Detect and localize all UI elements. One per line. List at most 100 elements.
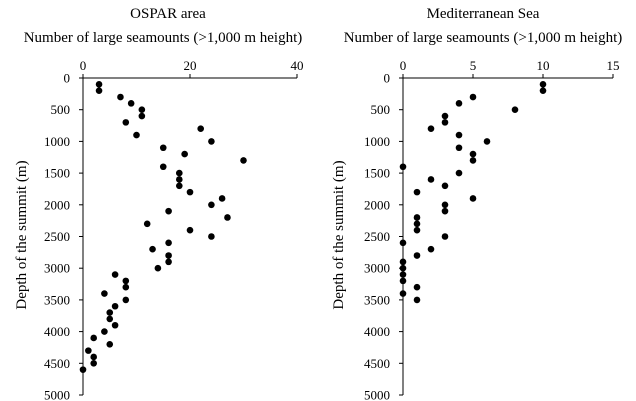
data-point xyxy=(469,93,477,101)
data-point xyxy=(399,264,407,272)
data-point xyxy=(127,100,135,107)
x-ticks: 0 20 40 xyxy=(80,58,304,78)
y-ticks: 0 500 1000 1500 2000 2500 3000 3500 4000 4500 5000 xyxy=(44,71,83,401)
y-tick-label: 4000 xyxy=(44,324,70,339)
y-tick-label: 2000 xyxy=(44,197,70,212)
y-tick-label: 4500 xyxy=(44,356,70,371)
y-tick-label: 3000 xyxy=(44,261,70,276)
x-ticks: 0 5 10 15 xyxy=(400,58,620,78)
data-point xyxy=(427,125,435,133)
y-ticks: 0 500 1000 1500 2000 2500 3000 3500 4000 4500 5000 xyxy=(364,71,403,401)
y-tick-label: 3500 xyxy=(364,292,390,307)
x-tick-label: 40 xyxy=(291,58,304,73)
data-point xyxy=(413,296,421,304)
data-point xyxy=(154,264,162,272)
data-point xyxy=(133,131,140,139)
data-point xyxy=(469,157,477,164)
data-point xyxy=(399,258,407,266)
axes xyxy=(402,77,613,395)
data-point xyxy=(427,245,435,253)
chart-title: Mediterranean Sea xyxy=(427,6,540,22)
data-point xyxy=(165,258,172,266)
data-point xyxy=(441,207,449,215)
data-point xyxy=(176,182,183,190)
data-point xyxy=(441,182,449,190)
data-point xyxy=(122,283,130,291)
x-axis-label: Number of large seamounts (>1,000 m heig… xyxy=(344,30,623,46)
data-point xyxy=(469,150,477,158)
data-point xyxy=(90,353,97,361)
y-tick-label: 3500 xyxy=(44,292,70,307)
data-point xyxy=(208,201,215,209)
data-point xyxy=(101,328,108,335)
data-point xyxy=(79,366,87,373)
data-point xyxy=(483,138,491,145)
axes xyxy=(82,77,297,395)
data-point xyxy=(106,315,114,323)
data-point xyxy=(149,245,156,253)
data-point xyxy=(455,100,463,107)
y-tick-label: 0 xyxy=(64,71,71,86)
x-tick-label: 15 xyxy=(607,58,620,73)
x-tick-label: 0 xyxy=(400,58,407,73)
data-point xyxy=(208,138,215,145)
data-point xyxy=(176,176,183,183)
y-tick-label: 2500 xyxy=(364,229,390,244)
y-tick-label: 5000 xyxy=(44,388,70,401)
data-point xyxy=(413,220,421,228)
data-point xyxy=(455,169,463,177)
y-tick-label: 1500 xyxy=(44,166,70,181)
y-tick-label: 500 xyxy=(371,102,391,117)
data-point xyxy=(122,296,130,304)
data-point xyxy=(413,226,421,234)
chart-ospar: OSPAR area Number of large seamounts (>1… xyxy=(14,6,304,401)
y-tick-label: 1500 xyxy=(364,166,390,181)
data-point xyxy=(95,87,103,94)
data-point xyxy=(117,93,124,101)
data-point xyxy=(111,302,119,310)
y-tick-label: 4000 xyxy=(364,324,390,339)
data-point xyxy=(176,169,183,177)
y-axis-label: Depth of the summit (m) xyxy=(331,160,347,309)
data-point xyxy=(111,271,119,278)
data-point xyxy=(399,290,407,297)
y-tick-label: 3000 xyxy=(364,261,390,276)
data-point xyxy=(539,81,547,88)
data-point xyxy=(240,157,247,164)
data-point xyxy=(441,233,449,240)
chart-title: OSPAR area xyxy=(130,6,206,22)
data-point xyxy=(138,112,146,120)
data-point xyxy=(106,309,114,316)
data-point xyxy=(143,220,151,228)
data-point xyxy=(399,239,407,247)
data-point xyxy=(469,195,477,202)
data-point xyxy=(539,87,547,94)
data-point xyxy=(85,347,92,354)
data-point xyxy=(427,176,435,183)
data-point xyxy=(441,201,449,209)
y-tick-label: 2500 xyxy=(44,229,70,244)
data-point xyxy=(106,340,114,348)
y-axis-label: Depth of the summit (m) xyxy=(14,160,30,309)
data-point xyxy=(95,81,103,88)
data-point xyxy=(122,277,130,285)
data-point xyxy=(413,214,421,221)
data-point xyxy=(165,252,172,259)
data-point xyxy=(165,239,172,247)
data-point xyxy=(441,112,449,120)
y-tick-label: 500 xyxy=(51,102,71,117)
data-point xyxy=(122,119,130,126)
x-tick-label: 0 xyxy=(80,58,87,73)
data-point xyxy=(101,290,108,297)
data-point xyxy=(413,188,421,196)
data-points xyxy=(399,81,547,304)
data-point xyxy=(90,334,97,342)
data-point xyxy=(399,277,407,285)
x-axis-label: Number of large seamounts (>1,000 m heig… xyxy=(24,30,303,46)
data-point xyxy=(441,119,449,126)
data-point xyxy=(455,131,463,139)
data-point xyxy=(208,233,215,240)
y-tick-label: 1000 xyxy=(364,134,390,149)
data-point xyxy=(224,214,231,221)
